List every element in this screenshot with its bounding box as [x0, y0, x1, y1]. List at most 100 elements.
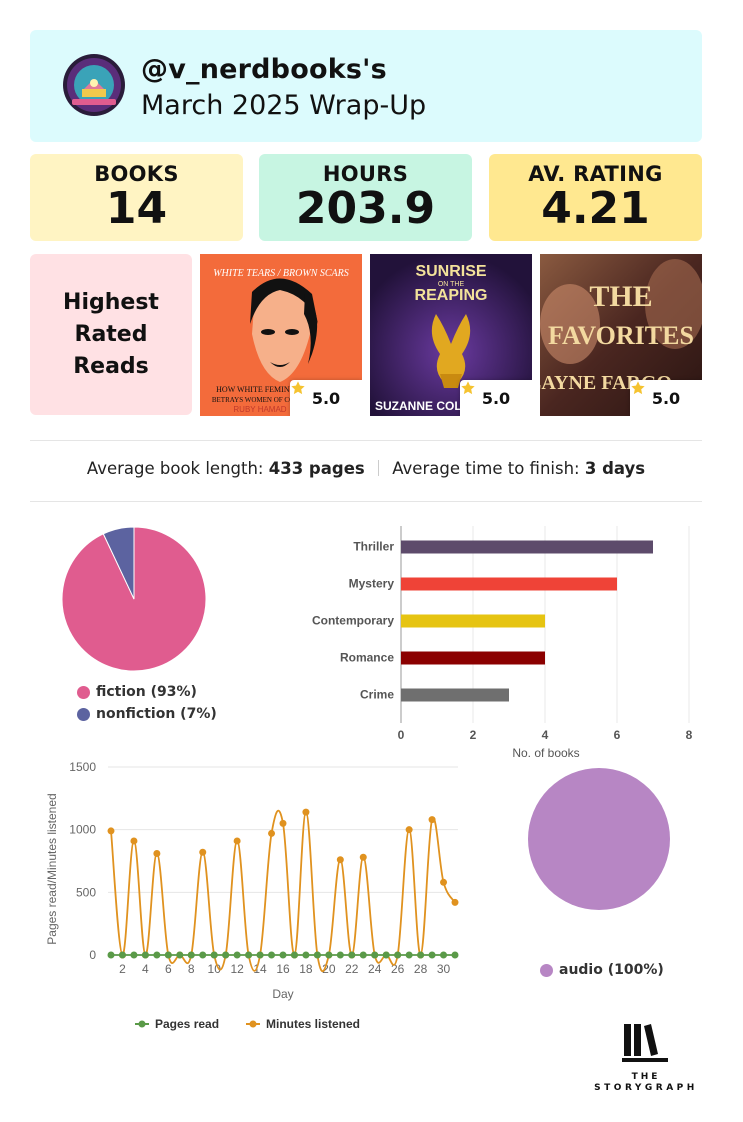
avg-length-label: Average book length: [86, 459, 264, 478]
legend-audio-label: audio (100%) [559, 962, 664, 978]
bar-category-label: Mystery [349, 577, 395, 591]
series-point [130, 951, 138, 959]
line-ytick-label: 500 [76, 885, 96, 899]
bar-romance [401, 651, 545, 665]
book-3-rating: 5.0 [651, 388, 681, 408]
line-xtick-label: 8 [188, 962, 195, 976]
audio-pie-slice-0 [528, 768, 670, 910]
avg-time-value: 3 days [584, 459, 646, 478]
legend-fiction: fiction (93%) [77, 684, 197, 700]
series-point [164, 951, 172, 959]
nerdbooks-logo-icon [63, 54, 125, 116]
line-xtick-label: 28 [414, 962, 428, 976]
bar-category-label: Contemporary [312, 614, 394, 628]
legend-audio: audio (100%) [540, 962, 664, 978]
legend-nonfiction: nonfiction (7%) [77, 706, 217, 722]
series-point [210, 951, 218, 959]
avg-time-label: Average time to finish: [392, 459, 580, 478]
bar-category-label: Crime [360, 688, 394, 702]
series-point [440, 951, 448, 959]
bar-xtick-label: 6 [614, 728, 621, 742]
series-point [359, 853, 367, 861]
legend-swatch-dot [138, 1020, 146, 1028]
stat-rating-value: 4.21 [541, 183, 650, 234]
series-point [118, 951, 126, 959]
series-point [405, 826, 413, 834]
series-point [325, 951, 333, 959]
book-cover-2-mid-text: REAPING [415, 287, 488, 304]
series-point [336, 951, 344, 959]
series-point [348, 951, 356, 959]
book-cover-1-art: WHITE TEARS / BROWN SCARS HOW WHITE FEMI… [200, 254, 362, 416]
series-point [279, 819, 287, 827]
line-yaxis-label: Pages read/Minutes listened [45, 793, 59, 944]
line-xtick-label: 22 [345, 962, 359, 976]
bar-category-label: Thriller [353, 540, 394, 554]
book-cover-2-on-text: ON THE [438, 281, 465, 288]
line-ytick-label: 1000 [69, 823, 96, 837]
series-point [268, 829, 276, 837]
book-cover-1-author: RUBY HAMAD [233, 405, 286, 414]
averages-line: Average book length: 433 pages Average t… [30, 459, 702, 478]
book-cover-2-top-text: SUNRISE [415, 263, 486, 280]
avg-separator [377, 460, 379, 476]
bar-category-label: Romance [340, 651, 394, 665]
bar-xtick-label: 0 [398, 728, 405, 742]
line-xtick-label: 2 [119, 962, 126, 976]
line-xtick-label: 24 [368, 962, 382, 976]
star-icon [631, 381, 645, 395]
audio-dot-icon [540, 963, 553, 977]
stat-books-label: BOOKS [94, 162, 179, 186]
series-point [359, 951, 367, 959]
format-pie [528, 768, 670, 910]
book-cover-2[interactable]: SUNRISE ON THE REAPING SUZANNE COLLINS 5… [370, 254, 532, 416]
highest-rated-label-box: Highest Rated Reads [30, 254, 192, 415]
series-point [268, 951, 276, 959]
series-point [279, 951, 287, 959]
line-xtick-label: 30 [437, 962, 451, 976]
bar-crime [401, 688, 509, 702]
book-3-rating-badge: 5.0 [630, 380, 702, 416]
fiction-dot-icon [77, 685, 90, 699]
line-legend-label: Minutes listened [266, 1017, 360, 1031]
series-point [153, 951, 161, 959]
book-cover-1-low-text: BETRAYS WOMEN OF COLOR [212, 396, 309, 404]
series-point [176, 951, 184, 959]
series-point [107, 827, 115, 835]
book-cover-3[interactable]: THE FAVORITES LAYNE FARGO 5.0 [540, 254, 702, 416]
series-point [199, 848, 207, 856]
highest-rated-label: Highest Rated Reads [63, 289, 159, 379]
stat-rating: AV. RATING 4.21 [489, 154, 702, 241]
divider-top [30, 440, 702, 441]
bar-contemporary [401, 614, 545, 628]
stat-books: BOOKS 14 [30, 154, 243, 241]
divider-bottom [30, 501, 702, 502]
line-xtick-label: 12 [230, 962, 244, 976]
series-point [417, 951, 425, 959]
stat-hours-value: 203.9 [295, 183, 436, 234]
book-cover-1[interactable]: WHITE TEARS / BROWN SCARS HOW WHITE FEMI… [200, 254, 362, 416]
book-1-rating: 5.0 [311, 388, 341, 408]
series-point [233, 951, 241, 959]
series-point [302, 951, 310, 959]
legend-nonfiction-label: nonfiction (7%) [96, 706, 217, 722]
series-point [451, 898, 459, 906]
bar-thriller [401, 540, 653, 554]
book-cover-1-top-text: WHITE TEARS / BROWN SCARS [213, 268, 349, 279]
series-point [405, 951, 413, 959]
star-icon [461, 381, 475, 395]
book-cover-3-art: THE FAVORITES LAYNE FARGO [540, 254, 702, 416]
bar-xtick-label: 2 [470, 728, 477, 742]
logo-the: THE [631, 1072, 661, 1082]
logo-storygraph: STORYGRAPH [594, 1083, 698, 1093]
series-point [222, 951, 230, 959]
series-point [233, 837, 241, 845]
series-point [153, 849, 161, 857]
series-point [382, 951, 390, 959]
stat-books-value: 14 [105, 183, 168, 234]
series-point [313, 951, 321, 959]
line-ytick-label: 0 [89, 948, 96, 962]
line-xtick-label: 14 [253, 962, 267, 976]
book-cover-1-mid-text: HOW WHITE FEMINISM [216, 385, 304, 394]
